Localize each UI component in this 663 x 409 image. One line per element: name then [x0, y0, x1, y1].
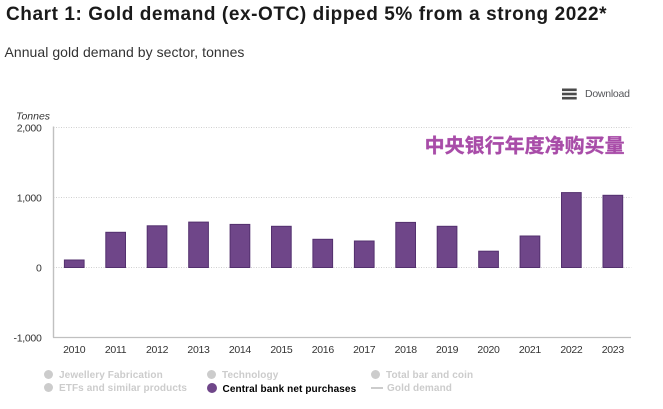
svg-text:2,000: 2,000 [17, 122, 42, 134]
svg-text:0: 0 [36, 262, 42, 274]
svg-text:2012: 2012 [146, 344, 169, 356]
svg-text:2020: 2020 [477, 344, 500, 356]
svg-text:2018: 2018 [395, 344, 418, 356]
svg-text:1,000: 1,000 [17, 192, 42, 204]
svg-text:2022: 2022 [560, 344, 583, 356]
svg-text:2021: 2021 [519, 344, 542, 356]
svg-text:2017: 2017 [353, 344, 376, 356]
svg-text:2014: 2014 [229, 344, 252, 356]
svg-text:Tonnes: Tonnes [16, 111, 51, 123]
svg-text:2015: 2015 [270, 344, 293, 356]
svg-text:2013: 2013 [187, 344, 210, 356]
svg-text:-1,000: -1,000 [14, 332, 42, 344]
svg-text:2023: 2023 [602, 344, 625, 356]
svg-text:2019: 2019 [436, 344, 459, 356]
svg-text:2016: 2016 [312, 344, 335, 356]
svg-text:2010: 2010 [63, 344, 86, 356]
svg-text:2011: 2011 [105, 344, 127, 356]
